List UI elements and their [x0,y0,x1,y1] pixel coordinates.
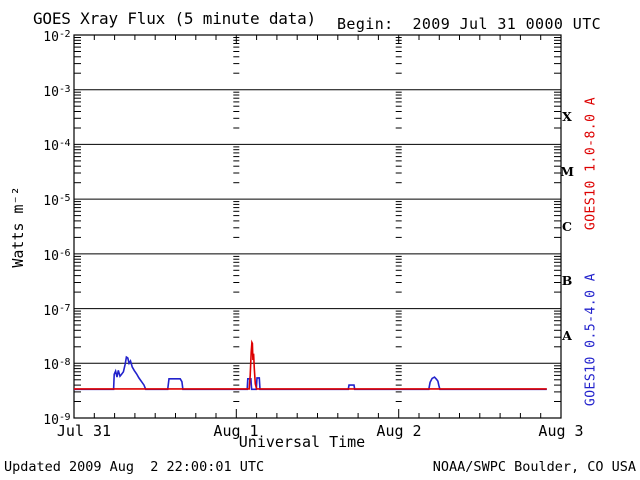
flare-class-a: A [562,328,572,343]
y-tick-label: 10-3 [43,84,70,100]
x-tick-label: Aug 1 [213,422,259,440]
x-tick-label: Aug 3 [538,422,584,440]
begin-time-label: Begin: 2009 Jul 31 0000 UTC [337,15,602,33]
flare-class-x: X [562,109,572,124]
x-tick-label: Aug 2 [376,422,422,440]
flare-class-c: C [562,219,572,234]
y-tick-label: 10-9 [43,412,70,428]
y-axis-title: Watts m⁻² [9,186,27,268]
credit-text: NOAA/SWPC Boulder, CO USA [432,459,636,475]
legend-goes10-short-channel: GOES10 0.5-4.0 A [583,272,599,407]
legend-goes10-long-channel: GOES10 1.0-8.0 A [583,96,599,231]
x-axis-title: Universal Time [238,433,366,451]
y-tick-label: 10-7 [43,303,70,319]
y-tick-label: 10-6 [43,248,70,264]
y-tick-label: 10-5 [43,193,70,209]
goes10-long-series [74,339,547,390]
flare-class-m: M [560,164,574,179]
y-tick-label: 10-8 [43,357,70,373]
x-tick-label: Jul 31 [56,422,112,440]
y-tick-label: 10-2 [43,29,70,45]
goes10-short-series [74,355,547,391]
y-tick-label: 10-4 [43,138,70,154]
flare-class-b: B [561,273,573,288]
page-title: GOES Xray Flux (5 minute data) [33,9,316,28]
updated-timestamp: Updated 2009 Aug 2 22:00:01 UTC [4,459,265,475]
